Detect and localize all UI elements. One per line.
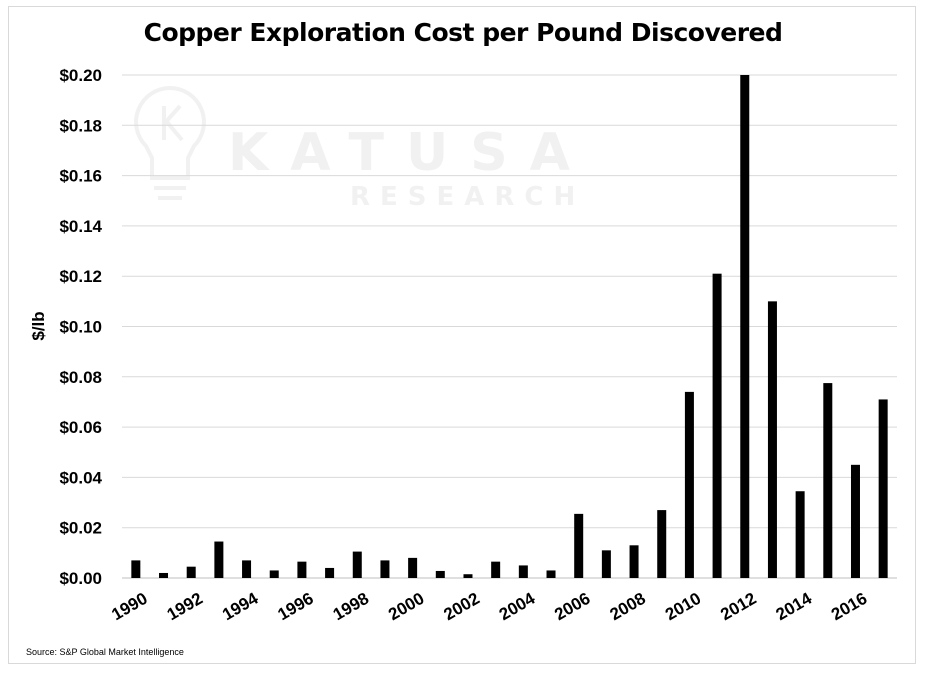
bar-2003: [491, 561, 501, 578]
y-tick-label: $0.18: [59, 116, 102, 135]
x-tick-labels: 1990 1992 1994 1996 1998 2000 2002 2004 2006 2008…: [108, 589, 870, 625]
x-tick-label: 2002: [441, 589, 483, 624]
watermark: KATUSA RESEARCH: [134, 85, 592, 212]
bar-2008: [629, 545, 639, 578]
x-tick-label: 2000: [385, 589, 427, 624]
y-tick-label: $0.02: [59, 519, 102, 538]
bar-2007: [601, 550, 611, 578]
chart-title: Copper Exploration Cost per Pound Discov…: [143, 18, 783, 47]
bar-1996: [297, 561, 307, 578]
gridlines: [122, 74, 897, 579]
watermark-name: KATUSA: [228, 123, 592, 183]
y-tick-label: $0.10: [59, 318, 102, 337]
bar-1993: [214, 541, 224, 578]
bar-1992: [186, 566, 196, 578]
bar-1994: [242, 560, 252, 578]
bar-1995: [269, 570, 279, 578]
y-tick-label: $0.12: [59, 267, 102, 286]
bars: [131, 75, 888, 578]
bar-2017: [878, 399, 888, 578]
bar-2005: [546, 570, 556, 578]
bar-2012: [740, 75, 750, 578]
y-tick-label: $0.00: [59, 569, 102, 588]
x-tick-label: 1996: [274, 589, 316, 624]
bar-2006: [574, 513, 584, 578]
bar-2010: [684, 391, 694, 578]
bar-1991: [159, 572, 169, 578]
x-tick-label: 1992: [164, 589, 206, 624]
y-tick-label: $0.04: [59, 468, 102, 487]
x-tick-label: 2014: [773, 589, 816, 625]
bar-1999: [380, 560, 390, 578]
x-tick-label: 1998: [330, 589, 372, 624]
x-tick-label: 2006: [551, 589, 593, 624]
bar-2014: [795, 491, 805, 578]
y-tick-label: $0.20: [59, 66, 102, 85]
x-tick-label: 1994: [219, 589, 262, 625]
bar-2011: [712, 273, 722, 578]
chart-frame: [8, 6, 916, 664]
x-tick-label: 2004: [496, 589, 539, 625]
x-tick-label: 2012: [717, 589, 759, 624]
source-note: Source: S&P Global Market Intelligence: [26, 647, 184, 657]
bar-2002: [463, 574, 473, 578]
bar-1990: [131, 560, 141, 578]
bar-2009: [657, 510, 667, 578]
bar-1997: [325, 567, 335, 578]
y-tick-label: $0.06: [59, 418, 102, 437]
bar-2016: [850, 464, 860, 578]
bar-2004: [518, 565, 528, 578]
y-tick-label: $0.14: [59, 217, 102, 236]
bar-2015: [823, 383, 833, 578]
lightbulb-k-icon: [134, 85, 206, 200]
x-tick-label: 2016: [828, 589, 870, 624]
y-axis-label: $/lb: [29, 311, 48, 340]
y-tick-label: $0.16: [59, 167, 102, 186]
bar-2000: [408, 557, 418, 578]
x-tick-label: 2010: [662, 589, 704, 624]
y-tick-label: $0.08: [59, 368, 102, 387]
x-tick-label: 2008: [607, 589, 649, 624]
bar-2001: [435, 570, 445, 578]
watermark-sub: RESEARCH: [350, 182, 585, 212]
y-tick-labels: $0.00 $0.02 $0.04 $0.06 $0.08 $0.10 $0.12 $0.14…: [59, 66, 102, 588]
bar-1998: [352, 551, 362, 578]
x-tick-label: 1990: [108, 589, 150, 624]
bar-2013: [767, 301, 777, 578]
